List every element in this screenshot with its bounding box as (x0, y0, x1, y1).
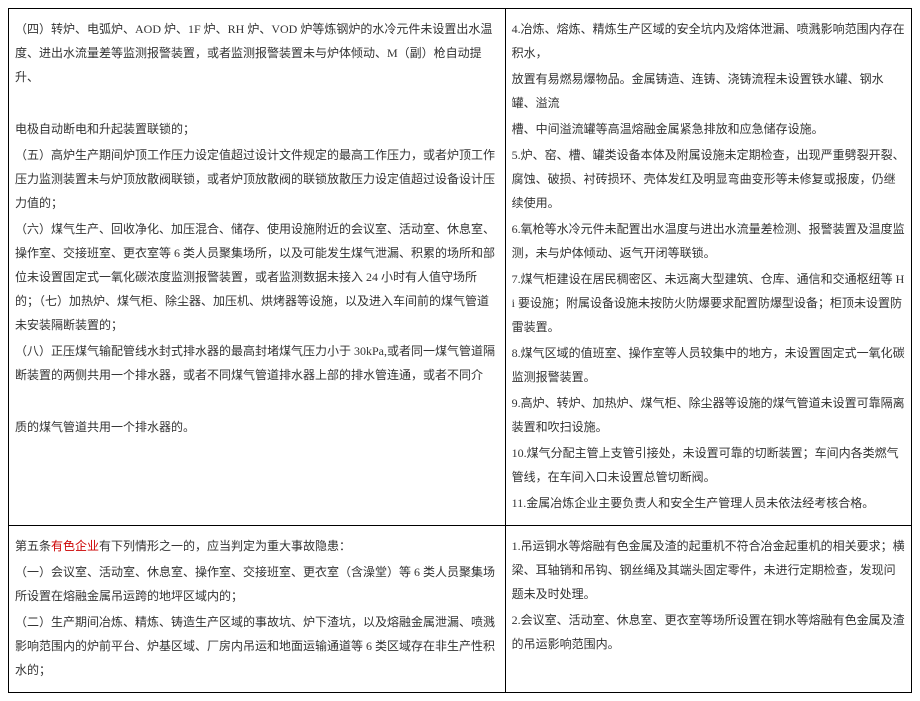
cell-right-2: 1.吊运铜水等熔融有色金属及渣的起重机不符合冶金起重机的相关要求；横梁、耳轴销和… (505, 526, 911, 693)
para: 槽、中间溢流罐等高温熔融金属紧急排放和应急储存设施。 (512, 117, 905, 141)
para: 1.吊运铜水等熔融有色金属及渣的起重机不符合冶金起重机的相关要求；横梁、耳轴销和… (512, 534, 905, 606)
para: （四）转炉、电弧炉、AOD 炉、1F 炉、RH 炉、VOD 炉等炼钢炉的水冷元件… (15, 17, 499, 89)
text: 有下列情形之一的，应当判定为重大事故隐患： (99, 539, 351, 553)
cell-left-2: 第五条有色企业有下列情形之一的，应当判定为重大事故隐患： （一）会议室、活动室、… (9, 526, 506, 693)
table-row: 第五条有色企业有下列情形之一的，应当判定为重大事故隐患： （一）会议室、活动室、… (9, 526, 912, 693)
highlight-text: 有色企业 (51, 539, 99, 553)
para: 质的煤气管道共用一个排水器的。 (15, 415, 499, 439)
para: （二）生产期间冶炼、精炼、铸造生产区域的事故坑、炉下渣坑，以及熔融金属泄漏、喷溅… (15, 610, 499, 682)
para: 9.高炉、转炉、加热炉、煤气柜、除尘器等设施的煤气管道未设置可靠隔离装置和吹扫设… (512, 391, 905, 439)
para: 6.氧枪等水冷元件未配置出水温度与进出水流量差检测、报警装置及温度监测，未与炉体… (512, 217, 905, 265)
document-table: （四）转炉、电弧炉、AOD 炉、1F 炉、RH 炉、VOD 炉等炼钢炉的水冷元件… (8, 8, 912, 693)
text: 第五条 (15, 539, 51, 553)
para: （六）煤气生产、回收净化、加压混合、储存、使用设施附近的会议室、活动室、休息室、… (15, 217, 499, 337)
para: 5.炉、窑、槽、罐类设备本体及附属设施未定期检查，出现严重劈裂开裂、腐蚀、破损、… (512, 143, 905, 215)
para: 7.煤气柜建设在居民稠密区、未远离大型建筑、仓库、通信和交通枢纽等 Hi 要设施… (512, 267, 905, 339)
para (15, 389, 499, 413)
para: （八）正压煤气输配管线水封式排水器的最高封堵煤气压力小于 30kPa,或者同一煤… (15, 339, 499, 387)
para: 8.煤气区域的值班室、操作室等人员较集中的地方，未设置固定式一氧化碳监测报警装置… (512, 341, 905, 389)
para: （一）会议室、活动室、休息室、操作室、交接班室、更衣室（含澡堂）等 6 类人员聚… (15, 560, 499, 608)
para: （五）高炉生产期间炉顶工作压力设定值超过设计文件规定的最高工作压力，或者炉顶工作… (15, 143, 499, 215)
para: 4.冶炼、熔炼、精炼生产区域的安全坑内及熔体泄漏、喷溅影响范围内存在积水， (512, 17, 905, 65)
para (15, 91, 499, 115)
para: 第五条有色企业有下列情形之一的，应当判定为重大事故隐患： (15, 534, 499, 558)
para: 10.煤气分配主管上支管引接处，未设置可靠的切断装置；车间内各类燃气管线，在车间… (512, 441, 905, 489)
para: 电极自动断电和升起装置联锁的； (15, 117, 499, 141)
cell-left-1: （四）转炉、电弧炉、AOD 炉、1F 炉、RH 炉、VOD 炉等炼钢炉的水冷元件… (9, 9, 506, 526)
para: 11.金属冶炼企业主要负责人和安全生产管理人员未依法经考核合格。 (512, 491, 905, 515)
cell-right-1: 4.冶炼、熔炼、精炼生产区域的安全坑内及熔体泄漏、喷溅影响范围内存在积水， 放置… (505, 9, 911, 526)
table-row: （四）转炉、电弧炉、AOD 炉、1F 炉、RH 炉、VOD 炉等炼钢炉的水冷元件… (9, 9, 912, 526)
para: 放置有易燃易爆物品。金属铸造、连铸、浇铸流程未设置铁水罐、钢水罐、溢流 (512, 67, 905, 115)
para: 2.会议室、活动室、休息室、更衣室等场所设置在铜水等熔融有色金属及渣的吊运影响范… (512, 608, 905, 656)
